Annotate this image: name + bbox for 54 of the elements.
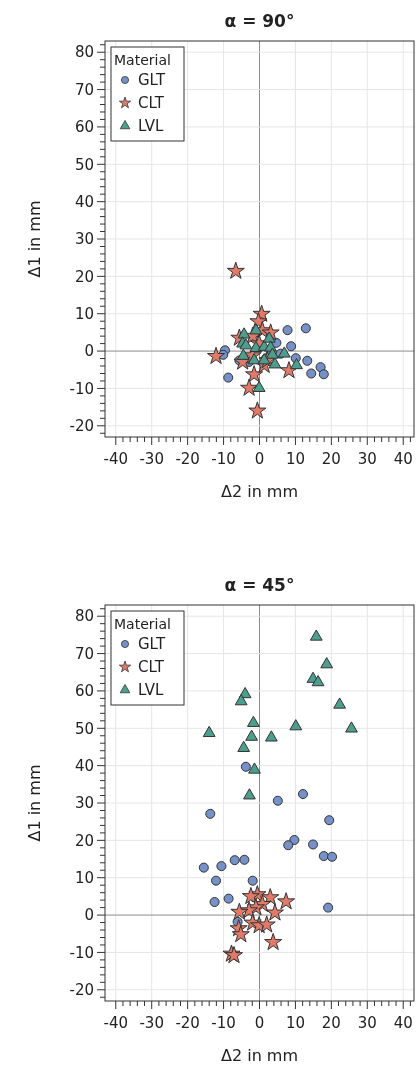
legend-label: CLT <box>138 658 165 676</box>
y-tick-label: 0 <box>84 906 94 925</box>
x-tick-label: 10 <box>285 450 305 468</box>
chart-title: α = 90° <box>224 11 295 31</box>
y-tick-label: -20 <box>69 417 94 436</box>
chart-title: α = 45° <box>224 575 295 595</box>
y-tick-label: 50 <box>74 719 94 738</box>
x-tick-label: 40 <box>393 450 413 468</box>
legend-label: CLT <box>138 94 165 112</box>
y-tick-label: -20 <box>69 981 94 1000</box>
x-tick-label: 40 <box>393 1014 413 1032</box>
x-tick-label: 30 <box>357 1014 377 1032</box>
y-tick-label: 80 <box>74 607 94 626</box>
x-tick-label: -20 <box>175 450 200 468</box>
y-tick-label: -10 <box>69 379 94 398</box>
x-tick-label: -40 <box>103 450 129 468</box>
x-tick-label: 0 <box>254 1014 265 1032</box>
y-tick-label: 10 <box>74 304 94 323</box>
x-tick-label: 20 <box>321 450 341 468</box>
legend-label: GLT <box>138 71 166 89</box>
x-axis-title: Δ2 in mm <box>220 1046 299 1065</box>
y-axis-title: Δ1 in mm <box>25 200 44 278</box>
x-tick-label: 0 <box>254 450 265 468</box>
x-axis-title: Δ2 in mm <box>220 482 299 501</box>
x-tick-label: -30 <box>139 450 164 468</box>
x-tick-label: -40 <box>103 1014 129 1032</box>
y-tick-label: -10 <box>69 943 94 962</box>
y-tick-label: 20 <box>74 831 94 850</box>
y-tick-label: 60 <box>74 682 94 701</box>
y-tick-label: 70 <box>74 644 94 663</box>
legend-label: LVL <box>138 117 164 135</box>
y-axis-title: Δ1 in mm <box>25 764 44 842</box>
legend-title: Material <box>114 52 171 68</box>
y-tick-label: 0 <box>84 342 94 361</box>
x-tick-label: 30 <box>357 450 377 468</box>
legend-title: Material <box>114 616 171 632</box>
y-tick-label: 10 <box>74 868 94 887</box>
x-tick-label: 10 <box>285 1014 305 1032</box>
legend-label: GLT <box>138 635 166 653</box>
y-tick-label: 30 <box>74 794 94 813</box>
x-tick-label: 20 <box>321 1014 341 1032</box>
y-tick-label: 50 <box>74 155 94 174</box>
x-tick-label: -10 <box>211 1014 236 1032</box>
legend-label: LVL <box>138 681 164 699</box>
y-tick-label: 30 <box>74 230 94 249</box>
y-tick-label: 40 <box>74 192 94 211</box>
x-tick-label: -10 <box>211 450 236 468</box>
y-tick-label: 20 <box>74 267 94 286</box>
y-tick-label: 40 <box>74 756 94 775</box>
x-tick-label: -30 <box>139 1014 164 1032</box>
y-tick-label: 60 <box>74 118 94 137</box>
y-tick-label: 80 <box>74 43 94 62</box>
x-tick-label: -20 <box>175 1014 200 1032</box>
y-tick-label: 70 <box>74 80 94 99</box>
